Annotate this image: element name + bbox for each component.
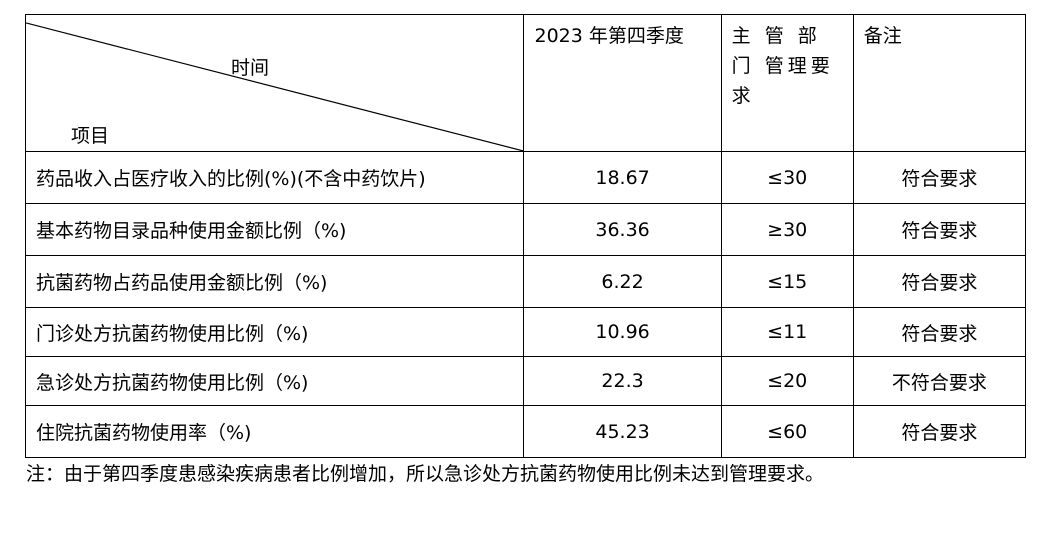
row-requirement: ≥30 (720, 203, 854, 256)
row-note: 不符合要求 (852, 356, 1027, 406)
table-row: 基本药物目录品种使用金额比例（%) 36.36 ≥30 符合要求 (24, 203, 1027, 256)
row-value: 36.36 (523, 203, 722, 256)
header-period: 2023 年第四季度 (523, 14, 722, 152)
table-row: 急诊处方抗菌药物使用比例（%) 22.3 ≤20 不符合要求 (24, 356, 1027, 406)
diagonal-header-cell: 时间 项目 (24, 14, 525, 152)
row-note: 符合要求 (852, 255, 1027, 308)
row-value: 45.23 (523, 405, 722, 458)
table-row: 抗菌药物占药品使用金额比例（%) 6.22 ≤15 符合要求 (24, 255, 1027, 308)
table-row: 住院抗菌药物使用率（%) 45.23 ≤60 符合要求 (24, 405, 1027, 458)
footnote: 注：由于第四季度患感染疾病患者比例增加，所以急诊处方抗菌药物使用比例未达到管理要… (26, 463, 825, 485)
table-row: 药品收入占医疗收入的比例(%)(不含中药饮片) 18.67 ≤30 符合要求 (24, 151, 1027, 204)
header-time-label: 时间 (231, 57, 270, 79)
row-note: 符合要求 (852, 405, 1027, 458)
row-item-label: 基本药物目录品种使用金额比例（%) (24, 203, 525, 256)
row-requirement: ≤11 (720, 307, 854, 357)
diagonal-divider (26, 22, 524, 151)
row-item-label: 住院抗菌药物使用率（%) (24, 405, 525, 458)
header-requirement: 主 管 部 门 管理要求 (720, 14, 854, 152)
header-note: 备注 (852, 14, 1027, 152)
row-requirement: ≤15 (720, 255, 854, 308)
row-item-label: 抗菌药物占药品使用金额比例（%) (24, 255, 525, 308)
row-note: 符合要求 (852, 307, 1027, 357)
row-requirement: ≤20 (720, 356, 854, 406)
row-item-label: 药品收入占医疗收入的比例(%)(不含中药饮片) (24, 151, 525, 204)
drug-usage-table: 时间 项目 2023 年第四季度 主 管 部 门 管理要求 备注 药品收入占医疗… (24, 14, 1027, 458)
row-note: 符合要求 (852, 203, 1027, 256)
row-value: 6.22 (523, 255, 722, 308)
row-value: 10.96 (523, 307, 722, 357)
table-row: 门诊处方抗菌药物使用比例（%) 10.96 ≤11 符合要求 (24, 307, 1027, 357)
row-item-label: 急诊处方抗菌药物使用比例（%) (24, 356, 525, 406)
table-header-row: 时间 项目 2023 年第四季度 主 管 部 门 管理要求 备注 (24, 14, 1027, 152)
row-requirement: ≤30 (720, 151, 854, 204)
row-value: 18.67 (523, 151, 722, 204)
row-item-label: 门诊处方抗菌药物使用比例（%) (24, 307, 525, 357)
row-value: 22.3 (523, 356, 722, 406)
header-item-label: 项目 (71, 125, 110, 147)
row-note: 符合要求 (852, 151, 1027, 204)
row-requirement: ≤60 (720, 405, 854, 458)
